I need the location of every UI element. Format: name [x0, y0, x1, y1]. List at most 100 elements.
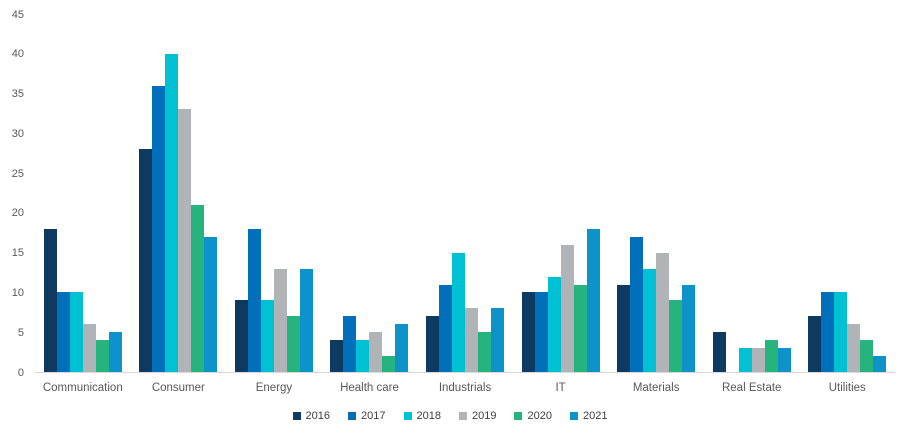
bar-group-utilities: [800, 15, 896, 372]
bar-2021: [777, 348, 791, 372]
bar-2020: [478, 332, 492, 372]
bar-2016: [426, 316, 440, 372]
y-tick-label: 40: [11, 48, 24, 61]
bar-2018: [69, 292, 83, 372]
legend-swatch-icon: [292, 412, 301, 420]
legend-label: 2016: [305, 410, 331, 422]
legend-item-2017: 2017: [348, 410, 386, 422]
bar-2021: [108, 332, 122, 372]
bar-2019: [847, 324, 861, 372]
bar-2020: [669, 300, 683, 372]
x-axis-labels: Communication Consumer Energy Health care In…: [35, 382, 895, 394]
bar-2017: [343, 316, 357, 372]
legend-swatch-icon: [348, 412, 357, 420]
y-tick-label: 30: [11, 127, 24, 140]
bar-2020: [764, 340, 778, 372]
bar-2019: [465, 308, 479, 372]
legend-swatch-icon: [569, 412, 578, 420]
x-category-label: Health care: [340, 382, 399, 394]
bar-group-health-care: [322, 15, 418, 372]
chart-legend: 2016 2017 2018 2019 2020 2021: [0, 410, 900, 422]
x-category-label: Consumer: [151, 382, 205, 394]
bar-group-materials: [608, 15, 704, 372]
legend-swatch-icon: [459, 412, 467, 420]
legend-item-2018: 2018: [403, 410, 441, 422]
bar-2021: [586, 228, 600, 372]
bar-2021: [491, 308, 505, 372]
bar-2020: [286, 316, 300, 372]
bar-2020: [191, 204, 205, 372]
bar-2019: [82, 324, 96, 372]
bar-2020: [95, 340, 109, 372]
y-tick-label: 0: [17, 366, 24, 379]
bar-2019: [751, 348, 765, 372]
bar-2021: [299, 268, 313, 372]
bar-2018: [260, 300, 274, 372]
bar-2021: [873, 356, 887, 372]
bar-2018: [643, 268, 657, 372]
bar-2017: [56, 292, 70, 372]
bar-2019: [560, 244, 574, 372]
bar-2017: [247, 228, 261, 372]
bar-2019: [178, 109, 192, 372]
bar-2017: [534, 292, 548, 372]
bar-2016: [139, 149, 153, 372]
bar-2016: [43, 228, 57, 372]
bar-2017: [630, 236, 644, 372]
bar-2020: [860, 340, 874, 372]
bar-2020: [573, 284, 587, 372]
bar-2018: [834, 292, 848, 372]
y-axis: 0 5 10 15 20 25 30 35 40 45: [0, 0, 24, 437]
x-category-label: Communication: [42, 382, 123, 394]
x-category-label: Utilities: [828, 382, 866, 394]
bar-group-energy: [226, 15, 322, 372]
legend-item-2019: 2019: [459, 410, 496, 422]
bar-2021: [682, 284, 696, 372]
legend-label: 2021: [582, 410, 608, 422]
bar-2019: [656, 252, 670, 372]
bar-group-it: [513, 15, 609, 372]
bar-2016: [234, 300, 248, 372]
y-tick-label: 45: [11, 8, 24, 21]
y-tick-label: 5: [17, 326, 24, 339]
bar-2016: [712, 332, 726, 372]
x-category-label: Real Estate: [721, 382, 782, 394]
y-tick-label: 10: [11, 286, 24, 299]
legend-label: 2020: [527, 410, 552, 422]
bar-group-industrials: [417, 15, 513, 372]
bar-2017: [152, 85, 166, 372]
bar-2021: [395, 324, 409, 372]
bar-2018: [738, 348, 752, 372]
legend-label: 2019: [472, 410, 497, 422]
legend-item-2020: 2020: [514, 410, 552, 422]
legend-label: 2017: [361, 410, 386, 422]
bar-2018: [452, 252, 466, 372]
bar-2017: [821, 292, 835, 372]
plot-area: [35, 15, 895, 373]
legend-item-2016: 2016: [292, 410, 331, 422]
bar-group-consumer: [131, 15, 227, 372]
bar-2021: [204, 236, 218, 372]
bar-2018: [356, 340, 370, 372]
bar-2019: [369, 332, 383, 372]
bar-2016: [808, 316, 822, 372]
legend-swatch-icon: [514, 412, 523, 420]
bar-2019: [273, 268, 287, 372]
bar-2017: [439, 284, 453, 372]
legend-label: 2018: [416, 410, 441, 422]
bar-2020: [382, 356, 396, 372]
x-category-label: IT: [555, 382, 566, 394]
y-tick-label: 15: [11, 247, 24, 260]
bar-2016: [617, 284, 631, 372]
y-tick-label: 25: [11, 167, 24, 180]
bar-group-communication: [35, 15, 131, 372]
bar-2018: [547, 276, 561, 372]
bar-2016: [521, 292, 535, 372]
x-category-label: Energy: [255, 382, 293, 394]
bar-2016: [330, 340, 344, 372]
legend-swatch-icon: [403, 412, 412, 420]
y-tick-label: 35: [11, 88, 24, 101]
x-category-label: Industrials: [438, 382, 492, 394]
bar-2018: [165, 53, 179, 372]
